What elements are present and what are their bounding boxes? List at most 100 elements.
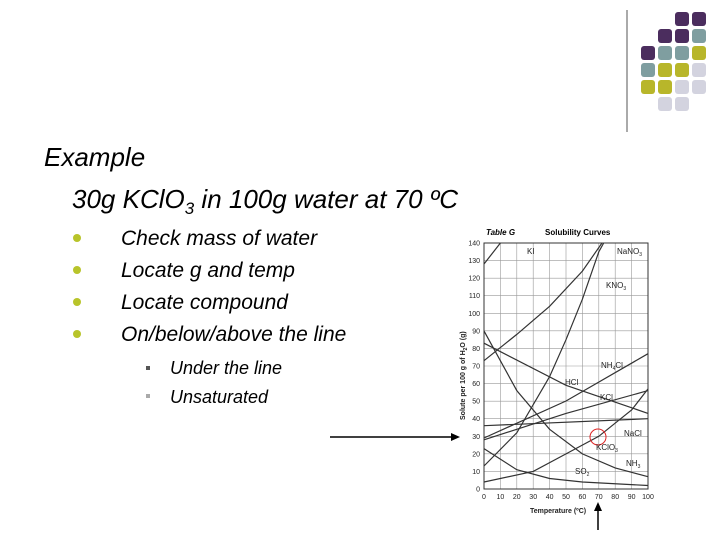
x-tick-label: 70 <box>595 494 603 501</box>
y-tick-label: 70 <box>472 364 480 371</box>
curve-label: NH4Cl <box>601 361 623 372</box>
y-title-rest: O (g) <box>460 331 467 347</box>
curve-label: NaCl <box>624 429 642 438</box>
figure-title: Solubility Curves <box>545 228 611 237</box>
sub-bullet-marker <box>146 366 150 370</box>
curve-label-text: KClO <box>596 443 615 452</box>
arrowhead <box>594 502 602 511</box>
curve <box>483 330 649 478</box>
deco-square <box>692 29 706 43</box>
deco-square <box>675 80 689 94</box>
sub-sub-bullet: Unsaturated <box>170 387 269 407</box>
curve-label-sub: 3 <box>623 286 626 292</box>
decoration <box>626 10 706 132</box>
heading: Example <box>44 142 145 172</box>
y-tick-label: 60 <box>472 381 480 388</box>
y-tick-label: 50 <box>472 399 480 406</box>
deco-square <box>675 97 689 111</box>
x-tick-label: 30 <box>529 494 537 501</box>
x-tick-label: 100 <box>642 494 654 501</box>
deco-square <box>692 12 706 26</box>
x-tick-label: 90 <box>628 494 636 501</box>
curve-label: KNO3 <box>606 281 626 292</box>
curve-label-text: NH <box>601 361 613 370</box>
curve <box>483 353 649 439</box>
curve-label-sub: 2 <box>587 472 590 478</box>
curve-label: SO2 <box>575 467 590 478</box>
y-tick-label: 30 <box>472 434 480 441</box>
curve <box>483 418 649 427</box>
y-tick-label: 80 <box>472 346 480 353</box>
deco-square <box>675 63 689 77</box>
deco-square <box>658 97 672 111</box>
curve-label-text: NaCl <box>624 429 642 438</box>
curve-label: KCl <box>600 393 613 402</box>
bullet-marker <box>73 266 81 274</box>
highlight-circle <box>589 428 607 446</box>
problem-text: 30g KClO <box>72 184 185 214</box>
curve-label-text: NH <box>626 459 638 468</box>
x-tick-label: 10 <box>497 494 505 501</box>
bullet: On/below/above the line <box>121 323 346 346</box>
y-tick-label: 40 <box>472 416 480 423</box>
y-tick-label: 20 <box>472 451 480 458</box>
curves <box>483 242 649 487</box>
curve-label-text: KNO <box>606 281 623 290</box>
y-tick-label: 90 <box>472 328 480 335</box>
curve <box>483 242 501 265</box>
y-tick-label: 100 <box>468 311 480 318</box>
y-tick-label: 130 <box>468 258 480 265</box>
y-tick-label: 10 <box>472 469 480 476</box>
curve-label-text: KI <box>527 247 535 256</box>
curve-label: HCl <box>565 378 579 387</box>
bullet-marker <box>73 330 81 338</box>
curve-label-sub: 4 <box>613 366 616 372</box>
curve-label-sub: 3 <box>615 448 618 454</box>
bullet: Locate compound <box>121 291 289 314</box>
deco-square <box>692 46 706 60</box>
curve <box>483 448 649 487</box>
x-tick-label: 0 <box>482 494 486 501</box>
deco-square <box>675 29 689 43</box>
bullet-marker <box>73 234 81 242</box>
arrows <box>330 433 602 530</box>
sub-bullet: Under the line <box>170 358 282 378</box>
curve <box>483 390 649 441</box>
y-tick-label: 0 <box>476 487 480 494</box>
curve-label-sub: 3 <box>639 252 642 258</box>
curve <box>483 388 649 483</box>
curve-label: NaNO3 <box>617 247 642 258</box>
figure: Table G Solubility Curves 01020304050607… <box>460 228 654 515</box>
plot-frame <box>483 242 649 490</box>
curve-label-text: KCl <box>600 393 613 402</box>
x-tick-label: 80 <box>611 494 619 501</box>
deco-square <box>692 63 706 77</box>
curve-label-rest: Cl <box>615 361 623 370</box>
x-tick-label: 50 <box>562 494 570 501</box>
deco-square <box>675 12 689 26</box>
curve <box>483 242 603 362</box>
problem-rest: in 100g water at 70 ºC <box>194 184 458 214</box>
curve-label-sub: 3 <box>638 464 641 470</box>
deco-square <box>692 80 706 94</box>
deco-square <box>658 63 672 77</box>
deco-square <box>641 63 655 77</box>
problem-sub: 3 <box>185 199 195 218</box>
deco-square <box>658 80 672 94</box>
bullet: Locate g and temp <box>121 259 295 282</box>
deco-square <box>675 46 689 60</box>
curve-label-text: HCl <box>565 378 579 387</box>
curve-label: KI <box>527 247 535 256</box>
x-tick-label: 20 <box>513 494 521 501</box>
y-tick-label: 110 <box>469 293 480 300</box>
curve-label-text: NaNO <box>617 247 639 256</box>
curve-label-text: SO <box>575 467 587 476</box>
y-tick-label: 140 <box>468 241 480 248</box>
deco-square <box>641 80 655 94</box>
curve-label: KClO3 <box>596 443 618 454</box>
deco-square <box>658 29 672 43</box>
x-tick-label: 40 <box>546 494 554 501</box>
curve <box>483 342 649 414</box>
problem: 30g KClO3 in 100g water at 70 ºC <box>72 184 458 218</box>
